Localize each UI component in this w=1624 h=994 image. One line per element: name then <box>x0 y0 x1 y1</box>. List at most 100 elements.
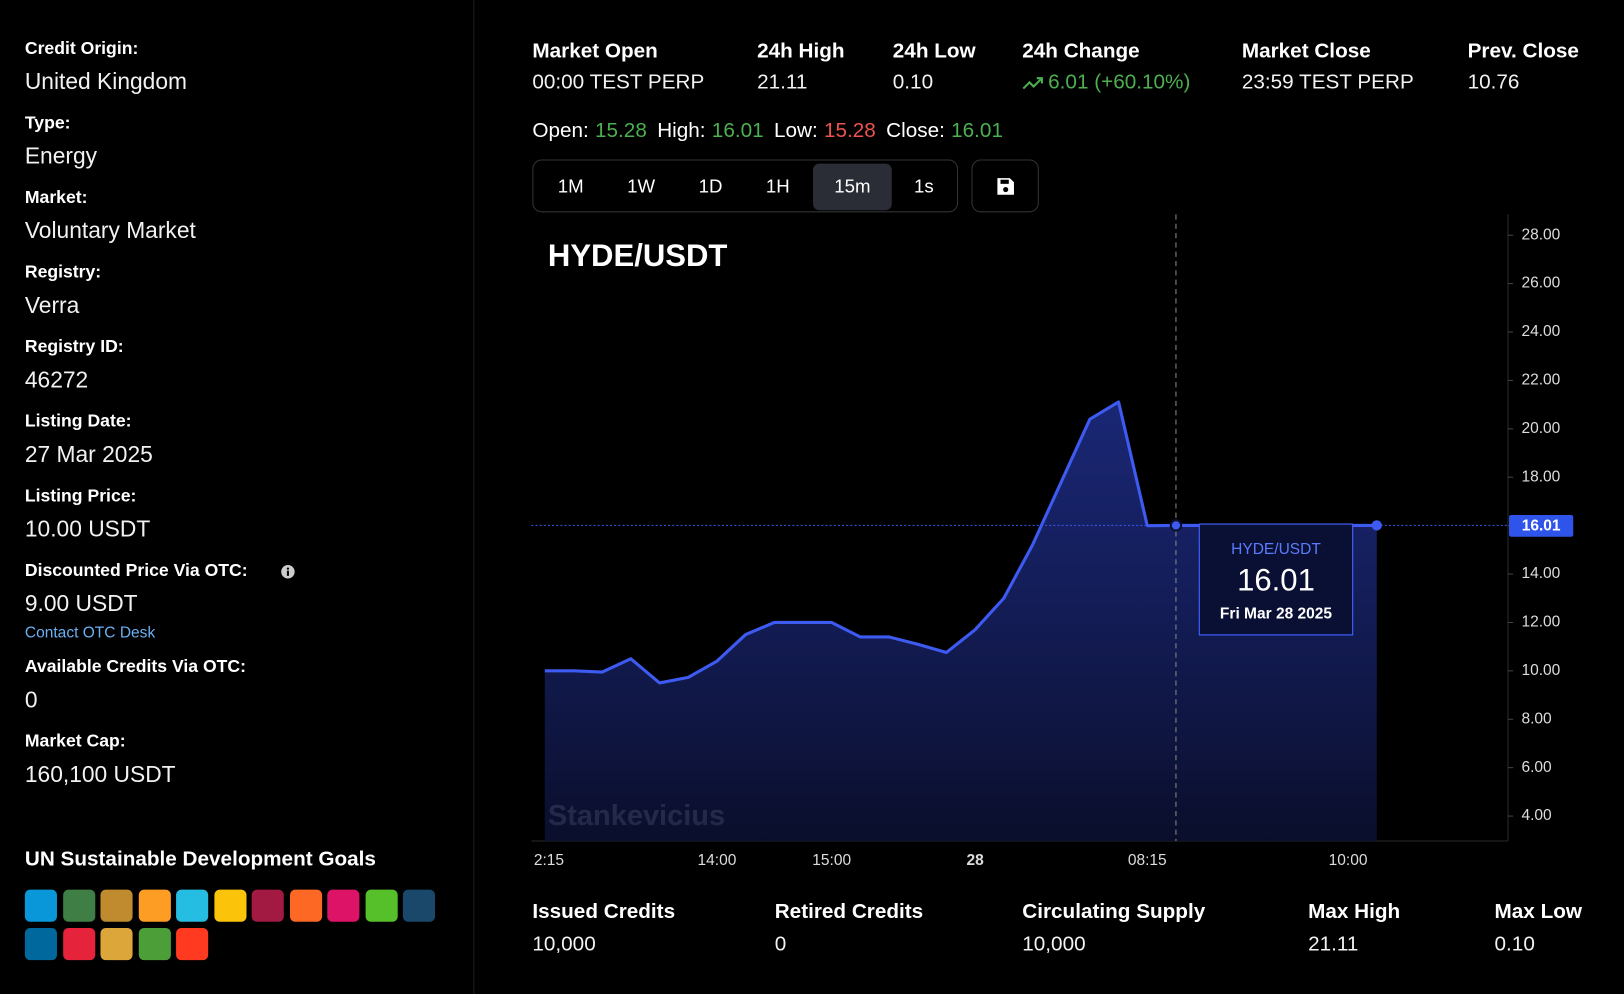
trend-icon <box>1022 76 1043 89</box>
timeframe-button[interactable]: 15m <box>813 163 892 211</box>
stat-label: 24h Low <box>892 39 976 63</box>
field-label: Available Credits Via OTC: <box>24 656 246 677</box>
field-value: 0 <box>24 686 38 713</box>
field-label: Market Cap: <box>24 731 126 751</box>
field-value: Verra <box>24 292 80 318</box>
x-tick-label: 2:15 <box>534 852 564 869</box>
sdg-icon <box>24 927 57 961</box>
footer-label: Circulating Supply <box>1022 900 1206 924</box>
footer-value: 10,000 <box>532 932 596 956</box>
sdg-icon <box>62 889 95 922</box>
field-label: Market: <box>24 187 88 208</box>
hover-dot <box>1169 519 1183 532</box>
last-dot <box>1371 520 1382 531</box>
timeframe-button[interactable]: 1s <box>914 176 934 197</box>
footer-value: 0.10 <box>1494 932 1535 956</box>
sdg-icon <box>100 889 133 922</box>
field-label: Listing Price: <box>24 485 137 506</box>
ohlc-row: Open: 15.28 High: 16.01 Low: 15.28 Close: 16.01 <box>532 120 1003 144</box>
otc-link[interactable]: Contact OTC Desk <box>24 624 156 642</box>
watermark-title: HYDE/USDT <box>548 238 728 273</box>
x-tick-label: 14:00 <box>698 852 737 869</box>
timeframe-button[interactable]: 1H <box>765 176 790 197</box>
stat-value: 00:00 TEST PERP <box>532 71 704 95</box>
y-tick-label: 14.00 <box>1521 565 1560 582</box>
stat-label: Market Close <box>1241 39 1371 63</box>
stat-label: Prev. Close <box>1467 39 1579 63</box>
footer-value: 0 <box>774 932 787 956</box>
stat-value-text: 6.01 (+60.10%) <box>1048 70 1191 94</box>
sdg-icon <box>24 889 57 922</box>
stat-value-text: 21.11 <box>757 70 808 94</box>
x-tick-label: 10:00 <box>1329 852 1368 869</box>
field-label: Registry ID: <box>24 336 124 357</box>
stat-value: 0.10 <box>893 71 933 95</box>
x-tick-label: 08:15 <box>1128 852 1167 869</box>
timeframe-button[interactable]: 1W <box>627 176 656 197</box>
footer-label: Retired Credits <box>774 900 924 924</box>
field-label: Listing Date: <box>24 411 132 431</box>
ohlc-value: 16.01 <box>711 119 764 143</box>
field-label: Credit Origin: <box>24 38 139 58</box>
field-value: 9.00 USDT <box>24 590 138 617</box>
y-tick-label: 22.00 <box>1521 372 1560 389</box>
stat-value: 6.01 (+60.10%) <box>1022 71 1190 95</box>
x-tick-label: 15:00 <box>812 852 851 869</box>
field-label: Type: <box>24 112 71 133</box>
footer-label: Max High <box>1308 900 1401 924</box>
info-icon[interactable] <box>281 564 296 579</box>
sdg-icon <box>176 889 209 922</box>
footer-label: Issued Credits <box>532 900 676 924</box>
sdg-icon <box>289 889 322 922</box>
tooltip-date: Fri Mar 28 2025 <box>1220 605 1332 622</box>
timeframe-button[interactable]: 1M <box>557 176 584 197</box>
y-tick-label: 20.00 <box>1521 420 1560 437</box>
tooltip-title: HYDE/USDT <box>1231 541 1321 558</box>
stat-value-text: 0.10 <box>892 70 934 94</box>
timeframe-group <box>532 159 959 213</box>
stat-label: Market Open <box>532 39 658 63</box>
y-tick-label: 4.00 <box>1521 807 1552 824</box>
trend-path <box>1022 76 1043 89</box>
sdg-icon <box>138 889 171 922</box>
y-tick-label: 6.00 <box>1521 759 1552 776</box>
field-value: 10.00 USDT <box>24 515 151 542</box>
sdg-icon <box>62 927 95 961</box>
sdg-title: UN Sustainable Development Goals <box>24 847 376 871</box>
stat-value-text: 23:59 TEST PERP <box>1241 70 1414 94</box>
tooltip-box <box>1198 523 1354 636</box>
y-tick-label: 26.00 <box>1521 275 1560 292</box>
ohlc-label: Close: <box>886 119 945 143</box>
sdg-icon <box>176 927 209 961</box>
tooltip-value: 16.01 <box>1237 562 1315 597</box>
y-tick-label: 24.00 <box>1521 323 1560 340</box>
footer-value: 21.11 <box>1308 932 1359 956</box>
save-button[interactable] <box>971 159 1039 213</box>
footer-label: Max Low <box>1494 900 1583 924</box>
price-tag <box>1509 515 1574 537</box>
field-label: Registry: <box>24 262 102 282</box>
sdg-icon <box>327 889 360 922</box>
ohlc-label: High: <box>657 119 706 143</box>
sdg-icon <box>402 889 435 922</box>
stat-value: 10.76 <box>1468 71 1520 95</box>
y-tick-label: 8.00 <box>1521 710 1552 727</box>
y-tick-label: 28.00 <box>1521 226 1560 243</box>
stat-value: 21.11 <box>757 71 807 95</box>
ohlc-label: Open: <box>532 119 589 143</box>
sdg-icon <box>213 889 246 922</box>
stat-label: 24h High <box>757 39 845 63</box>
field-value: United Kingdom <box>24 68 187 95</box>
timeframe-button[interactable]: 1D <box>698 176 723 197</box>
sdg-icon <box>138 927 171 961</box>
ohlc-value: 15.28 <box>595 119 647 143</box>
y-tick-label: 12.00 <box>1521 614 1560 631</box>
area <box>544 401 1377 841</box>
info-bar <box>286 570 289 576</box>
field-value: 160,100 USDT <box>24 761 176 788</box>
sdg-icon <box>365 889 398 922</box>
y-tick-label: 18.00 <box>1521 468 1560 485</box>
sdg-icon <box>251 889 284 922</box>
